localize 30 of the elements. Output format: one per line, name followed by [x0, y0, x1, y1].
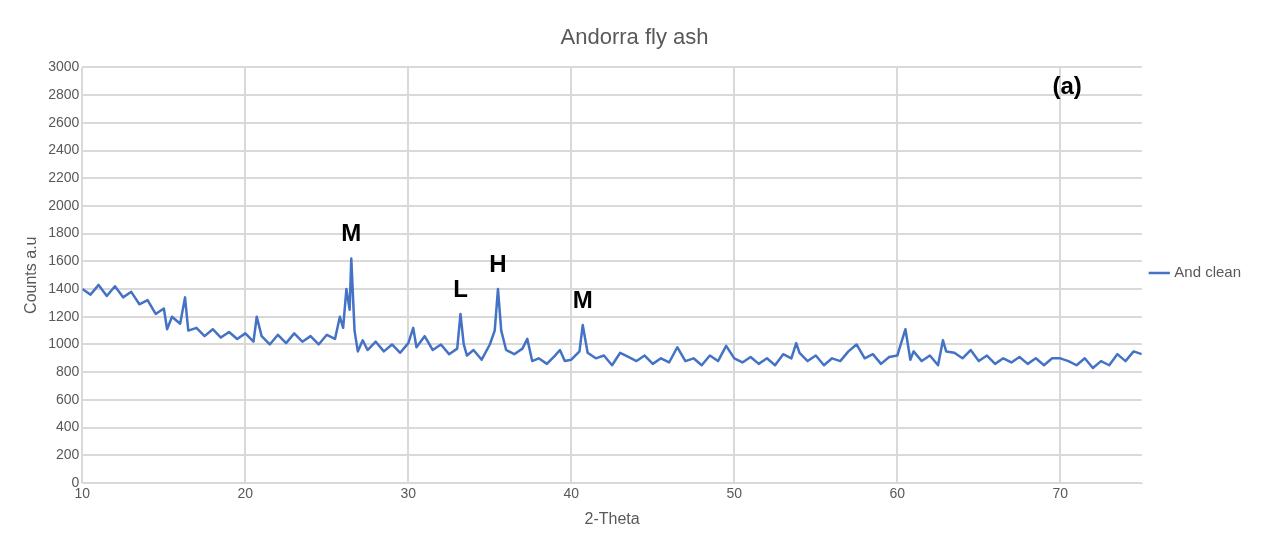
x-tick-label: 50: [726, 485, 743, 502]
y-tick-label: 2400: [48, 141, 80, 158]
x-tick-label: 60: [889, 485, 906, 502]
x-tick-label: 20: [237, 485, 254, 502]
annotation: H: [489, 249, 507, 277]
x-tick-label: 40: [563, 485, 580, 502]
y-tick-label: 800: [55, 363, 80, 380]
y-tick-label: 2600: [48, 113, 80, 130]
x-tick-label: 30: [400, 485, 417, 502]
y-tick-label: 3000: [48, 58, 80, 75]
annotation: L: [453, 274, 468, 302]
y-tick-label: 200: [55, 446, 80, 463]
y-tick-label: 2800: [48, 85, 80, 102]
chart-title: Andorra fly ash: [560, 24, 709, 50]
y-tick-label: 2000: [48, 196, 80, 213]
y-tick-label: 1400: [48, 279, 80, 296]
y-tick-label: 1800: [48, 224, 80, 241]
x-tick-label: 70: [1052, 485, 1069, 502]
y-tick-label: 600: [55, 390, 80, 407]
y-axis-title: Counts a.u: [22, 236, 40, 314]
annotation: M: [572, 285, 593, 313]
legend-label: And clean: [1174, 263, 1241, 281]
x-axis-title: 2-Theta: [584, 509, 640, 527]
annotation: (a): [1052, 72, 1082, 100]
y-tick-label: 2200: [48, 169, 80, 186]
annotation: M: [341, 219, 362, 247]
y-tick-label: 1600: [48, 252, 80, 269]
y-tick-label: 1000: [48, 335, 80, 352]
y-tick-label: 1200: [48, 307, 80, 324]
y-tick-label: 400: [55, 418, 80, 435]
